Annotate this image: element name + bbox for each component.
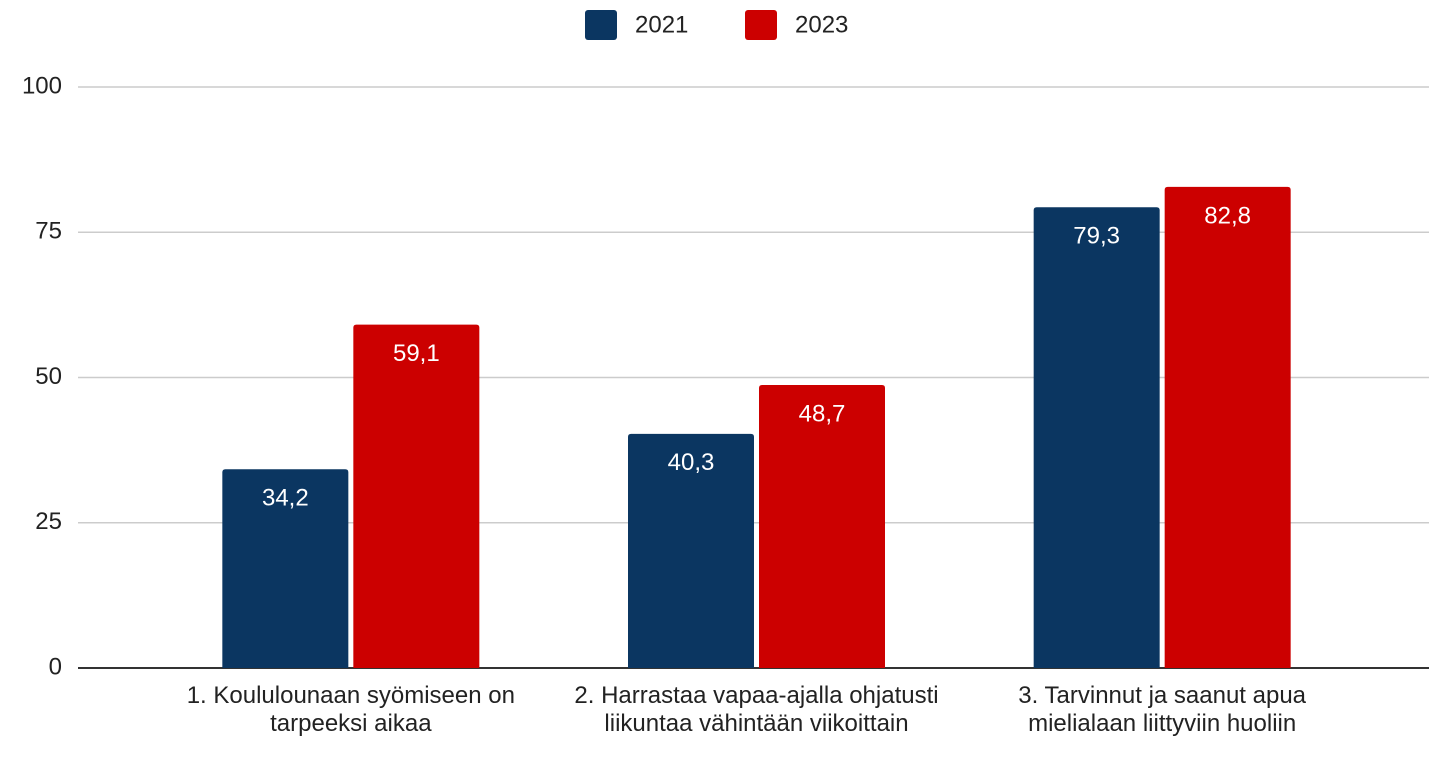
data-label: 40,3	[668, 449, 715, 476]
bar	[759, 385, 885, 668]
data-label: 34,2	[262, 485, 309, 512]
legend-swatch	[745, 10, 777, 40]
x-tick-label: 2. Harrastaa vapaa-ajalla ohjatusti liik…	[574, 682, 939, 737]
bar	[1164, 186, 1291, 668]
data-label: 82,8	[1204, 202, 1251, 229]
y-tick-label: 75	[35, 218, 62, 245]
y-tick-label: 100	[22, 72, 62, 99]
bar	[353, 324, 480, 668]
y-tick-label: 50	[35, 363, 62, 390]
data-label: 59,1	[393, 340, 440, 367]
x-tick-label: 3. Tarvinnut ja saanut apua mielialaan l…	[1018, 682, 1307, 737]
y-tick-label: 0	[49, 653, 62, 680]
x-tick-label: 1. Koululounaan syömiseen on tarpeeksi a…	[186, 682, 515, 737]
data-label: 79,3	[1073, 223, 1120, 250]
legend-label: 2021	[635, 11, 688, 38]
legend-label: 2023	[795, 11, 848, 38]
data-label: 48,7	[799, 400, 846, 427]
bar	[222, 469, 349, 668]
bar	[1033, 207, 1160, 668]
bar	[628, 433, 754, 668]
y-tick-label: 25	[35, 508, 62, 535]
legend-swatch	[585, 10, 617, 40]
